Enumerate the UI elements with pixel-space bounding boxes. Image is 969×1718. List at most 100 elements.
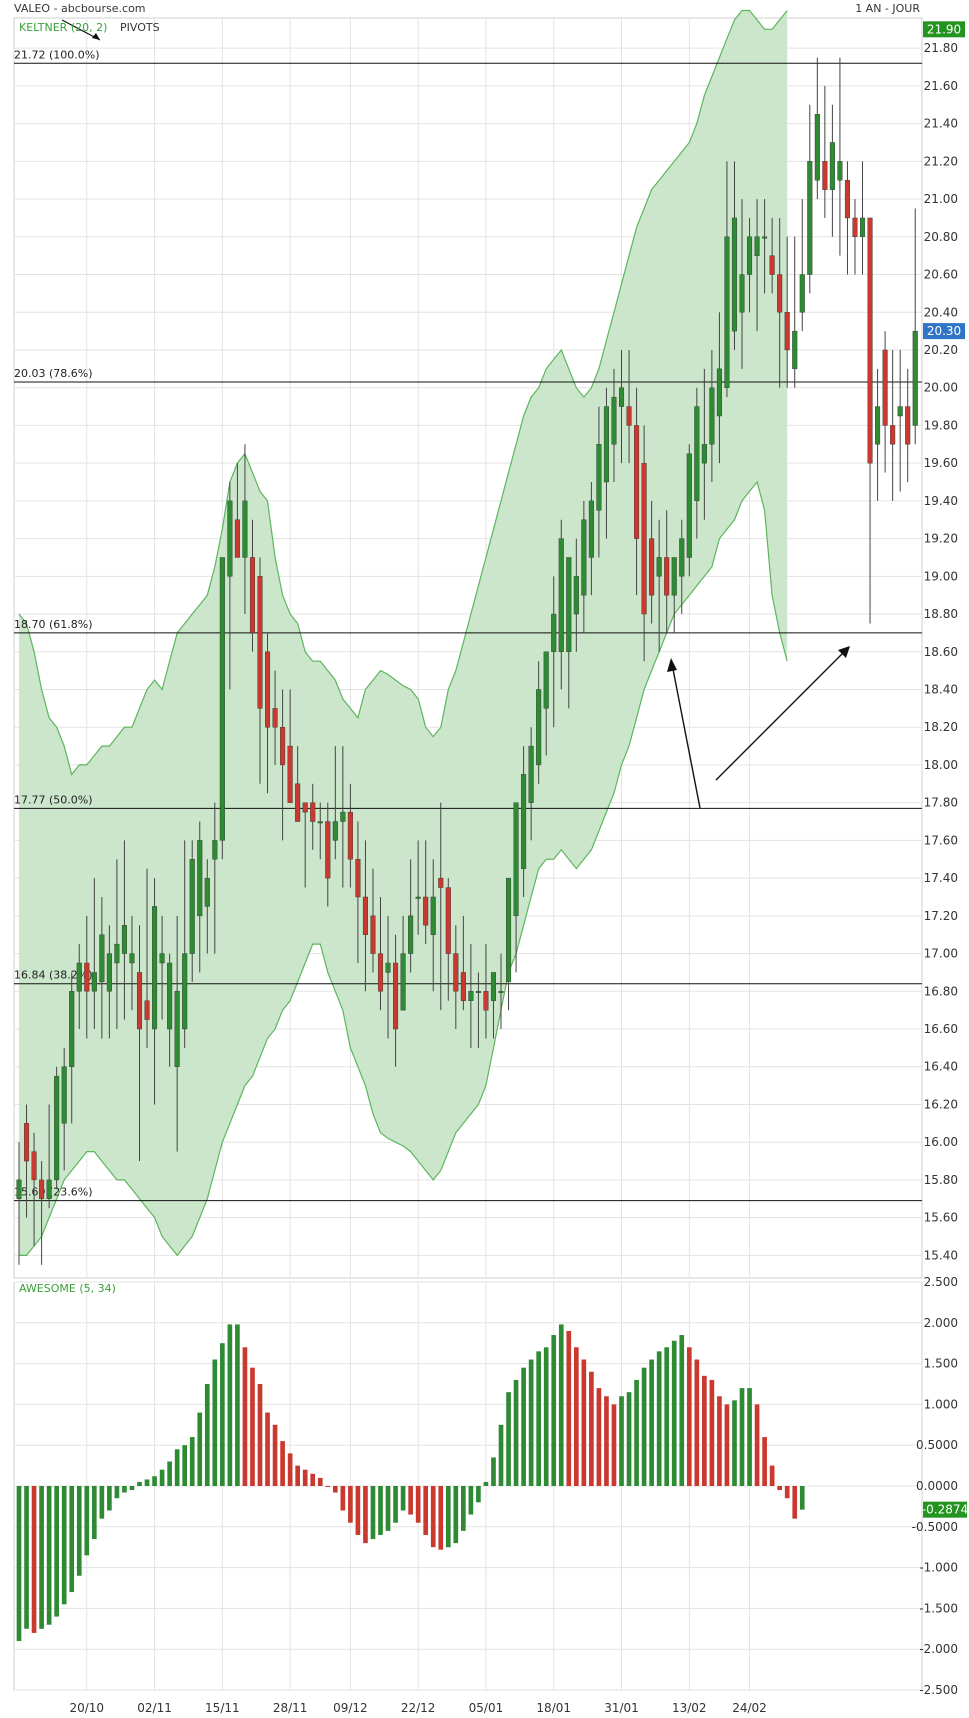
ao-bar	[393, 1486, 398, 1523]
pivot-label: 15.69 (23.6%)	[14, 1186, 93, 1199]
candle	[106, 925, 112, 1039]
candle	[332, 746, 338, 860]
candle	[611, 368, 617, 483]
price-tick-label: 16.80	[924, 984, 958, 998]
candle	[287, 689, 293, 803]
candle-body	[234, 519, 240, 558]
price-tick-label: 18.60	[924, 645, 958, 659]
ao-bar	[220, 1343, 225, 1486]
candle-body	[325, 821, 331, 879]
ao-bar	[16, 1486, 22, 1642]
candle	[340, 746, 346, 888]
candle-body	[174, 991, 180, 1067]
candle	[295, 746, 301, 822]
candle-body	[618, 387, 625, 407]
ao-bar	[596, 1388, 602, 1486]
candle	[634, 387, 640, 596]
candle	[310, 783, 316, 850]
candle	[769, 217, 775, 294]
price-tick-label: 17.60	[924, 833, 958, 847]
annotation-arrow	[715, 649, 847, 781]
candle-body	[558, 538, 564, 652]
candle	[686, 444, 692, 577]
candle-body	[769, 255, 775, 275]
ao-bar	[317, 1477, 323, 1486]
ao-bar	[626, 1392, 632, 1486]
price-tick-label: 21.00	[924, 192, 958, 206]
price-tick-label: 21.20	[924, 154, 958, 168]
candle-body	[513, 802, 519, 917]
ao-bar	[280, 1441, 285, 1486]
candle-body	[129, 953, 135, 964]
ao-bar	[438, 1486, 444, 1550]
ao-bar	[671, 1340, 677, 1486]
legend-awesome[interactable]: AWESOME (5, 34)	[19, 1282, 116, 1295]
ao-bar	[664, 1347, 670, 1486]
candle-body	[762, 236, 768, 239]
candle	[76, 944, 82, 1030]
ao-tick-label: -2.500	[919, 1683, 958, 1697]
candle-body	[16, 1179, 22, 1199]
ao-bar	[250, 1367, 255, 1486]
ao-bar	[189, 1437, 195, 1486]
candle-body	[498, 991, 504, 993]
candle-body	[573, 576, 579, 615]
candle-body	[483, 991, 489, 1011]
ao-bar	[272, 1424, 278, 1486]
candle-body	[54, 1075, 60, 1181]
candle	[445, 878, 451, 1001]
candle	[603, 387, 609, 539]
candle	[626, 349, 632, 464]
candle-body	[784, 312, 790, 351]
legend-keltner[interactable]: KELTNER (20, 2)	[19, 21, 107, 34]
candle	[912, 208, 918, 445]
candle	[99, 896, 105, 1039]
candle	[408, 859, 414, 973]
candle-body	[475, 991, 481, 993]
candle	[890, 349, 896, 501]
candle-body	[694, 406, 700, 502]
candle-body	[641, 462, 647, 615]
ao-bar	[182, 1445, 188, 1486]
ao-bar	[174, 1449, 180, 1486]
ao-bar	[528, 1359, 534, 1486]
candle-body	[332, 821, 338, 841]
ao-bar	[400, 1486, 406, 1511]
ao-bar	[551, 1335, 557, 1486]
candle	[852, 199, 858, 275]
candle	[844, 161, 850, 275]
legend-pivots[interactable]: PIVOTS	[120, 21, 160, 34]
candle-body	[84, 962, 90, 992]
candle	[219, 557, 225, 860]
annotation-arrow	[671, 663, 701, 809]
ao-bar	[332, 1486, 338, 1493]
price-tick-label: 17.00	[924, 947, 958, 961]
candle	[174, 915, 180, 1152]
price-tick-label: 20.40	[924, 305, 958, 319]
candle	[792, 236, 798, 388]
candle-body	[430, 896, 436, 935]
ao-tick-label: -1.500	[919, 1601, 958, 1615]
price-tick-label: 21.40	[924, 117, 958, 131]
candle	[814, 57, 820, 200]
candle-body	[249, 557, 256, 634]
candle-body	[829, 142, 835, 190]
candle-body	[182, 953, 188, 1030]
candle-body	[603, 406, 609, 483]
candle	[618, 349, 625, 464]
price-tick-label: 15.80	[924, 1173, 958, 1187]
ao-bar	[76, 1486, 82, 1576]
keltner-upper-line	[18, 9, 788, 776]
candle	[54, 1066, 60, 1190]
ao-bar	[468, 1486, 474, 1515]
ao-bar	[31, 1486, 37, 1633]
candle-body	[679, 538, 685, 577]
ao-bar	[536, 1351, 541, 1486]
candle-body	[121, 925, 127, 954]
candle-body	[867, 217, 873, 464]
ao-tick-label: -2.000	[919, 1642, 958, 1656]
candle-body	[882, 349, 888, 426]
candle	[701, 368, 707, 520]
candle-body	[649, 538, 655, 596]
date-tick-label: 02/11	[137, 1701, 172, 1715]
